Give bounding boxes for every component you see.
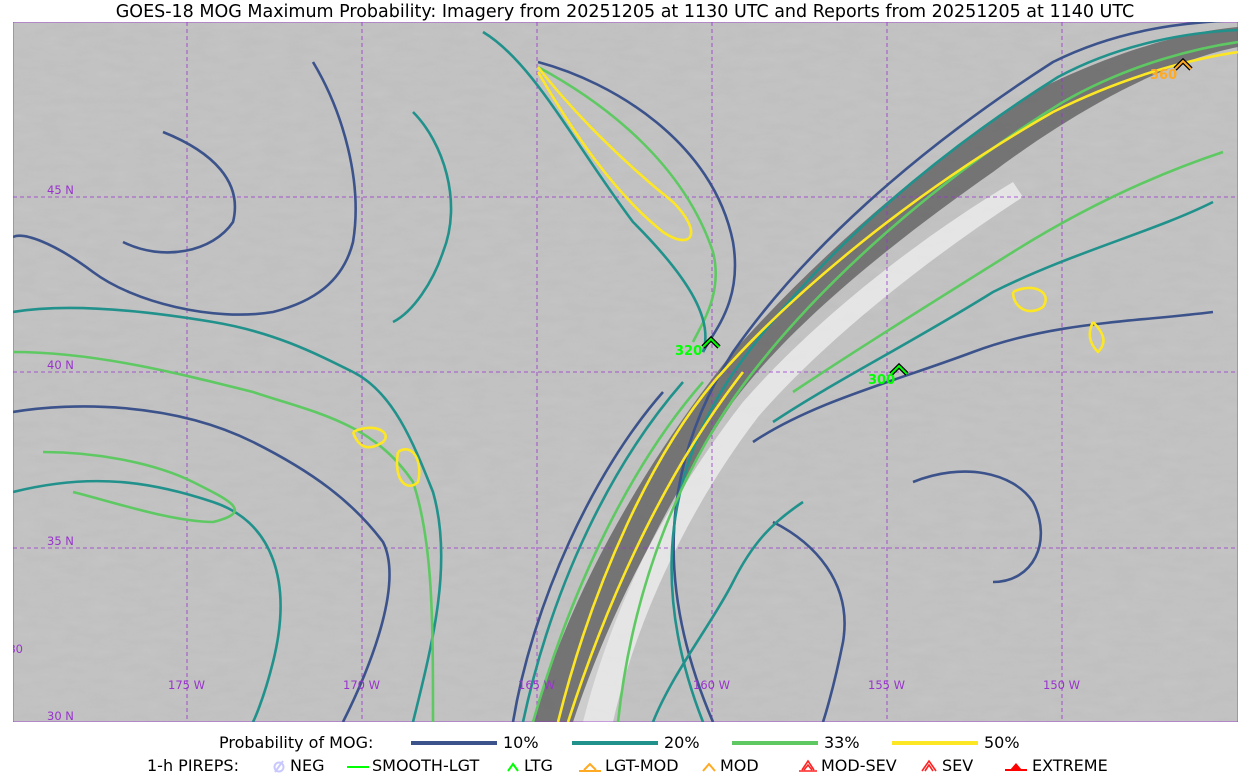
swatch-50 [892,740,978,745]
pirep-report[interactable]: 360 [1150,57,1193,83]
contour-10pct [13,61,357,316]
contour-50pct [1088,321,1105,354]
contour-20pct [772,200,1214,424]
pirep-ltg: LTG [504,756,553,775]
legend-item-33: 33% [732,733,860,752]
figure-title: GOES-18 MOG Maximum Probability: Imagery… [115,2,1135,22]
contour-10pct [537,60,737,353]
contour-20pct [392,111,453,324]
lon-label: 160 W [693,678,730,692]
contour-10pct [772,520,846,722]
pirep-label: LGT-MOD [605,756,679,775]
report-altitude: 360 [1150,68,1177,83]
pirep-mod: MOD [700,756,759,775]
swatch-10 [411,740,497,745]
pirep-extreme: EXTREME [1002,756,1108,775]
contour-33pct [42,450,237,524]
contour-10pct [122,130,237,254]
lat-label: 35 N [47,534,74,548]
contour-50pct [556,50,1238,722]
lat-label: 45 N [47,183,74,197]
contour-20pct [670,28,1238,722]
contour-50pct [351,426,387,449]
pirep-markers: 320 300 360 [675,57,1193,388]
line-icon [347,765,369,768]
report-altitude: 320 [675,344,702,359]
contour-50pct [566,371,745,722]
contour-20pct [651,500,804,722]
mod-caret-icon [1174,59,1192,70]
satellite-map: 45 N 40 N 35 N 30 N 180 175 W 170 W 165 W 160 W 1… [13,22,1238,722]
lon-label: 180 [13,642,23,656]
caret-icon [507,761,519,772]
legend-label: 10% [503,733,539,752]
lon-label: 170 W [343,678,380,692]
bright-cloud-band [573,182,1023,722]
legend-label: 33% [824,733,860,752]
contour-10pct [672,22,1225,722]
ltg-caret-icon [702,337,720,348]
pirep-report[interactable]: 320 [675,335,721,359]
probability-contours [13,22,1238,722]
pirep-mod-sev: MOD-SEV [797,756,897,775]
pirep-label: EXTREME [1032,756,1108,775]
contour-10pct [511,391,664,722]
contour-50pct [395,448,421,488]
contour-20pct [521,381,684,722]
double-caret-bar-icon [799,759,817,772]
lon-label: 165 W [518,678,555,692]
pirep-label: SMOOTH-LGT [372,756,480,775]
contour-20pct [482,30,707,353]
legend-label: 50% [984,733,1020,752]
contour-33pct [13,350,435,722]
lat-label: 30 N [47,709,74,722]
pirep-label: NEG [290,756,325,775]
lon-label: 155 W [868,678,905,692]
swatch-20 [572,740,658,745]
contour-33pct [531,381,704,722]
pirep-lgt-mod: LGT-MOD [577,756,679,775]
contour-33pct [792,150,1224,394]
legend-item-10: 10% [411,733,539,752]
contour-50pct [1011,286,1047,313]
legend-item-50: 50% [892,733,1020,752]
legend-label: 20% [664,733,700,752]
pirep-label: SEV [942,756,974,775]
pirep-neg: NEG [270,756,324,775]
contour-10pct [13,405,391,722]
caret-icon [702,761,716,772]
caret-bar-icon [579,762,601,772]
lat-label: 40 N [47,358,74,372]
pirep-smooth-lgt: SMOOTH-LGT [346,756,479,775]
contour-10pct [912,470,1043,584]
pirep-legend-title: 1-h PIREPS: [147,756,239,775]
contour-33pct [616,40,1238,722]
ltg-caret-icon [890,364,908,375]
pirep-label: MOD-SEV [821,756,897,775]
contour-20pct [13,306,443,722]
pirep-label: LTG [524,756,553,775]
neg-circle-slash-icon [273,759,285,773]
double-caret-icon [921,759,937,771]
lon-label: 150 W [1043,678,1080,692]
grid-labels: 45 N 40 N 35 N 30 N 180 175 W 170 W 165 W 160 W 1… [13,183,1080,722]
contour-50pct [536,66,693,242]
filled-triangle-icon [1005,762,1027,771]
pirep-report[interactable]: 300 [868,362,909,388]
lon-label: 175 W [168,678,205,692]
contour-10pct [752,310,1214,444]
contour-20pct [13,479,282,722]
contour-33pct [537,65,718,343]
report-altitude: 300 [868,373,895,388]
swatch-33 [732,740,818,745]
legend-item-20: 20% [572,733,700,752]
pirep-label: MOD [720,756,759,775]
prob-legend-title: Probability of MOG: [219,733,374,752]
pirep-sev: SEV [918,756,973,775]
